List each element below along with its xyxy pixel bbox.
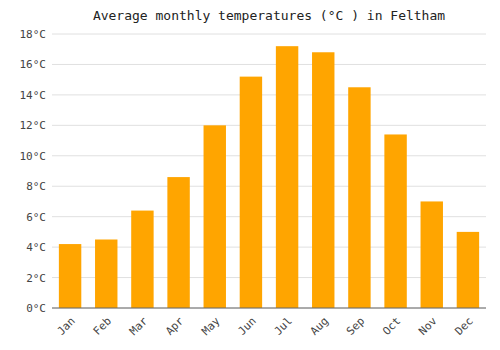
x-tick-label: Sep xyxy=(344,315,367,338)
chart-container: Average monthly temperatures (°C ) in Fe… xyxy=(0,0,500,350)
bar xyxy=(312,52,334,308)
y-tick-label: 16°C xyxy=(20,58,47,71)
bar xyxy=(59,244,81,308)
bar xyxy=(131,211,153,308)
bar xyxy=(457,232,479,308)
grid-line xyxy=(52,94,486,95)
bar xyxy=(348,87,370,308)
bars xyxy=(59,46,479,308)
x-tick-label: Apr xyxy=(163,314,187,338)
grid-line xyxy=(52,186,486,187)
y-tick-label: 12°C xyxy=(20,119,47,132)
x-tick-label: Jun xyxy=(235,315,258,338)
title: Average monthly temperatures (°C ) in Fe… xyxy=(93,8,445,23)
bar xyxy=(384,134,406,308)
x-tick-label: Mar xyxy=(127,314,151,338)
y-tick-label: 0°C xyxy=(26,302,46,315)
y-tick-label: 6°C xyxy=(26,211,46,224)
chart: Average monthly temperatures (°C ) in Fe… xyxy=(0,0,500,350)
x-tick-label: Oct xyxy=(380,315,403,338)
bar xyxy=(95,240,117,309)
y-tick-label: 18°C xyxy=(20,28,47,41)
x-tick-label: Feb xyxy=(91,315,114,338)
bar xyxy=(167,177,189,308)
grid-line xyxy=(52,34,486,35)
bar xyxy=(240,77,262,308)
y-tick-label: 4°C xyxy=(26,241,46,254)
y-tick-label: 8°C xyxy=(26,180,46,193)
x-tick-label: Nov xyxy=(416,314,440,338)
x-tick-label: Aug xyxy=(308,315,331,338)
bar xyxy=(204,125,226,308)
grid-line xyxy=(52,155,486,156)
x-tick-label: Dec xyxy=(452,315,475,338)
y-tick-label: 2°C xyxy=(26,272,46,285)
grid-line xyxy=(52,64,486,65)
bar xyxy=(421,201,443,308)
grid-line xyxy=(52,308,486,309)
y-tick-label: 14°C xyxy=(20,89,47,102)
x-tick-label: May xyxy=(199,314,223,338)
grid xyxy=(52,34,486,308)
y-tick-label: 10°C xyxy=(20,150,47,163)
x-axis-line xyxy=(52,308,486,309)
bar xyxy=(276,46,298,308)
x-tick-label: Jul xyxy=(272,315,295,338)
grid-line xyxy=(52,125,486,126)
x-tick-label: Jan xyxy=(55,315,78,338)
